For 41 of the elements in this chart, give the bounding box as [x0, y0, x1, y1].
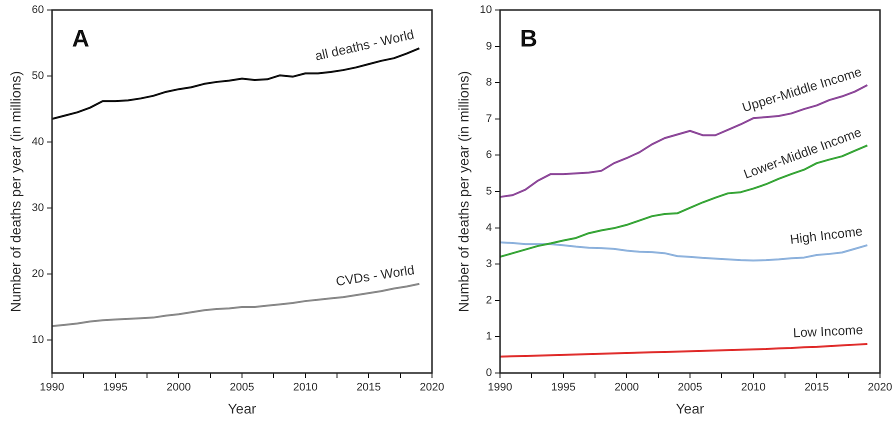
x-tick-label: 2010	[741, 382, 766, 394]
x-axis-title: Year	[676, 400, 704, 416]
y-tick-label: 0	[486, 367, 492, 380]
y-tick-label: 50	[32, 70, 44, 82]
x-tick-label: 2000	[614, 382, 639, 394]
x-tick-label: 1990	[488, 382, 512, 394]
y-tick-label: 10	[480, 4, 492, 16]
y-tick-label: 4	[486, 222, 492, 234]
text: CVDs - World	[334, 262, 416, 289]
y-tick-label: 2	[486, 294, 492, 306]
y-tick-label: 40	[32, 136, 44, 148]
x-tick-label: 2005	[678, 382, 702, 394]
x-axis-title: Year	[228, 400, 256, 416]
y-tick-label: 6	[486, 149, 492, 162]
text: High Income	[789, 223, 864, 247]
y-tick-label: 7	[486, 112, 492, 125]
series-label: Low Income	[792, 322, 864, 340]
x-tick-label: 1995	[103, 382, 128, 394]
y-tick-label: 60	[32, 4, 44, 16]
y-tick-label: 20	[32, 268, 44, 280]
annotation: B	[520, 26, 538, 53]
x-tick-label: 2000	[166, 382, 191, 394]
y-axis-title: Number of deaths per year (in millions)	[7, 70, 24, 312]
text: all deaths - World	[314, 26, 416, 64]
y-tick-label: 1	[486, 330, 492, 343]
x-tick-label: 2020	[868, 382, 892, 394]
y-tick-label: 5	[486, 186, 492, 198]
x-tick-label: 2015	[804, 382, 829, 394]
x-tick-label: 2015	[356, 382, 381, 394]
x-tick-label: 2005	[230, 382, 254, 394]
y-tick-label: 10	[32, 334, 44, 346]
annotation: A	[72, 26, 90, 53]
x-tick-label: 2020	[420, 382, 444, 394]
x-tick-label: 1995	[551, 382, 576, 394]
y-tick-label: 30	[32, 202, 44, 214]
y-tick-label: 3	[486, 258, 492, 270]
y-tick-label: 9	[486, 40, 492, 52]
x-tick-label: 2010	[293, 382, 318, 394]
y-tick-label: 8	[486, 76, 492, 89]
y-axis-title: Number of deaths per year (in millions)	[455, 70, 472, 312]
x-tick-label: 1990	[40, 382, 64, 394]
